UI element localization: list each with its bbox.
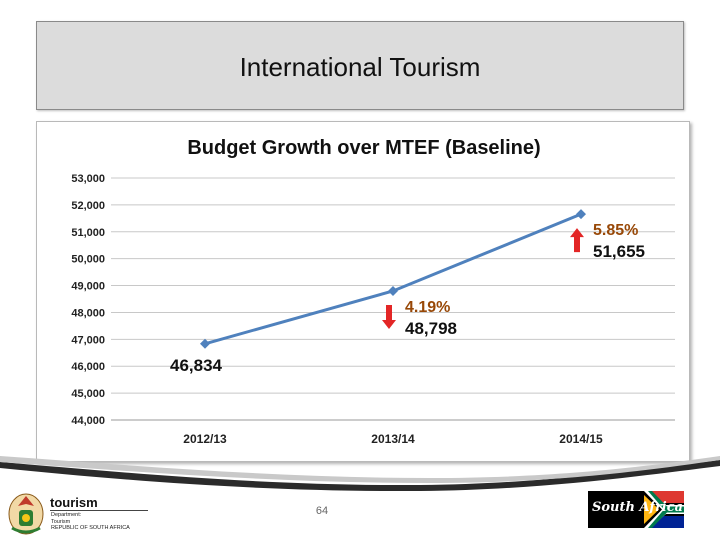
slide-title: International Tourism xyxy=(239,52,481,82)
footer-swoosh xyxy=(0,456,720,492)
department-line: REPUBLIC OF SOUTH AFRICA xyxy=(51,525,130,531)
y-tick-label: 51,000 xyxy=(71,227,105,239)
growth-label: 4.19% xyxy=(405,299,450,316)
title-box: International Tourism xyxy=(36,21,684,110)
series-line xyxy=(204,212,582,346)
chart-panel: Budget Growth over MTEF (Baseline) 44,00… xyxy=(36,121,690,462)
growth-label: 5.85% xyxy=(593,222,638,239)
logo-divider xyxy=(50,510,148,511)
y-tick-label: 44,000 xyxy=(71,415,105,427)
y-tick-label: 45,000 xyxy=(71,388,105,400)
down-arrow-icon xyxy=(382,304,396,329)
y-tick-label: 46,000 xyxy=(71,361,105,373)
tourism-wordmark: tourism xyxy=(50,495,98,510)
department-line: Tourism xyxy=(51,518,71,525)
y-tick-label: 49,000 xyxy=(71,281,105,293)
data-point xyxy=(576,209,586,220)
south-africa-flag-logo xyxy=(588,491,684,528)
tourism-department-logo xyxy=(4,488,152,536)
data-label: 48,798 xyxy=(405,319,457,338)
y-tick-label: 50,000 xyxy=(71,254,105,266)
department-line: Department: xyxy=(51,512,82,518)
y-tick-label: 52,000 xyxy=(71,200,105,212)
x-tick-label: 2012/13 xyxy=(183,432,227,446)
chart-title: Budget Growth over MTEF (Baseline) xyxy=(187,137,540,159)
data-point xyxy=(388,285,398,296)
x-tick-label: 2013/14 xyxy=(371,432,415,446)
y-tick-label: 53,000 xyxy=(71,173,105,185)
data-label: 51,655 xyxy=(593,242,645,261)
x-tick-label: 2014/15 xyxy=(559,432,603,446)
y-tick-label: 48,000 xyxy=(71,307,105,319)
y-tick-label: 47,000 xyxy=(71,334,105,346)
data-point xyxy=(200,338,210,349)
south-africa-wordmark: South Africa xyxy=(592,500,684,515)
line-chart: Budget Growth over MTEF (Baseline) 44,00… xyxy=(71,137,675,446)
coat-of-arms-icon xyxy=(8,493,44,535)
department-text: Department: Tourism REPUBLIC OF SOUTH AF… xyxy=(51,512,149,532)
up-arrow-icon xyxy=(570,228,584,253)
data-label: 46,834 xyxy=(170,356,223,375)
page-number: 64 xyxy=(315,505,329,517)
